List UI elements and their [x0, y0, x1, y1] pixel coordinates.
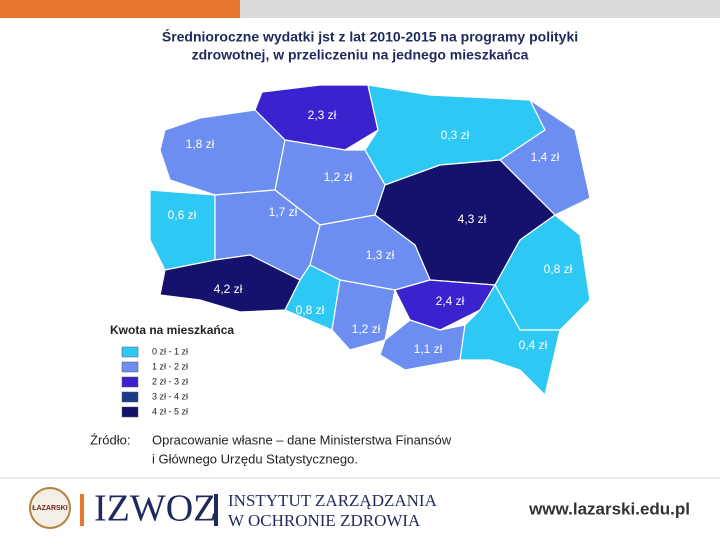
- region-label: 1,4 zł: [531, 150, 560, 164]
- region-label: 4,3 zł: [458, 212, 487, 226]
- region-label: 2,4 zł: [436, 294, 465, 308]
- region: [459, 283, 561, 397]
- source-prefix: Źródło:: [90, 432, 130, 447]
- legend-label: 2 zł - 3 zł: [152, 376, 188, 386]
- legend-label: 1 zł - 2 zł: [152, 361, 188, 371]
- institute: INSTYTUT ZARZĄDZANIA: [228, 491, 438, 510]
- divider: [80, 494, 84, 526]
- legend: Kwota na mieszkańca 0 zł - 1 zł 1 zł - 2 …: [110, 323, 234, 418]
- region-label: 4,2 zł: [214, 282, 243, 296]
- badge-text: ŁAZARSKI: [32, 505, 67, 512]
- region-label: 1,1 zł: [414, 342, 443, 356]
- legend-swatch: [121, 361, 139, 373]
- url[interactable]: www.lazarski.edu.pl: [528, 499, 690, 518]
- top-bar-gray: [240, 0, 720, 18]
- legend-label: 4 zł - 5 zł: [152, 406, 188, 416]
- region-label: 1,7 zł: [269, 205, 298, 219]
- region-label: 2,3 zł: [308, 108, 337, 122]
- region-label: 0,8 zł: [296, 303, 325, 317]
- region-label: 0,4 zł: [519, 338, 548, 352]
- region-label: 0,8 zł: [544, 262, 573, 276]
- region-label: 1,2 zł: [324, 170, 353, 184]
- logo: IZWOZ: [94, 488, 216, 530]
- legend-swatch: [121, 406, 139, 418]
- institute: W OCHRONIE ZDROWIA: [228, 511, 421, 530]
- region-label: 1,8 zł: [186, 137, 215, 151]
- region: [149, 189, 216, 271]
- map: 2,3 zł 0,3 zł 1,4 zł 1,8 zł 1,2 zł 4,3 zł 0,6 …: [149, 84, 591, 397]
- region-label: 1,3 zł: [366, 248, 395, 262]
- legend-swatch: [121, 376, 139, 388]
- source-line: i Głównego Urzędu Statystycznego.: [152, 451, 358, 466]
- badge: [29, 487, 71, 529]
- region-label: 1,2 zł: [352, 322, 381, 336]
- legend-title: Kwota na mieszkańca: [110, 323, 234, 337]
- title: zdrowotnej, w przeliczeniu na jednego mi…: [192, 47, 529, 63]
- legend-swatch: [121, 346, 139, 358]
- region: [331, 279, 396, 351]
- region-label: 0,6 zł: [168, 208, 197, 222]
- legend-label: 3 zł - 4 zł: [152, 391, 188, 401]
- title: Średnioroczne wydatki jst z lat 2010-201…: [162, 28, 578, 45]
- region-label: 0,3 zł: [441, 128, 470, 142]
- legend-label: 0 zł - 1 zł: [152, 346, 188, 356]
- top-bar-orange: [0, 0, 240, 18]
- source-line: Opracowanie własne – dane Ministerstwa F…: [152, 432, 452, 447]
- legend-swatch: [121, 391, 139, 403]
- divider: [214, 494, 218, 526]
